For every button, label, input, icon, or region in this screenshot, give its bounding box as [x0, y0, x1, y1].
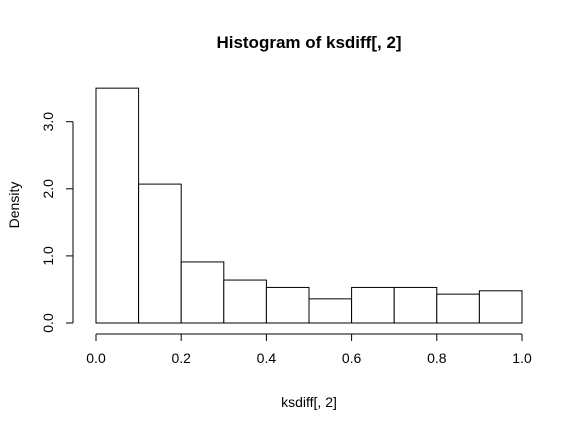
histogram-bar-2: [138, 183, 182, 324]
y-tick-label: 1.0: [40, 246, 56, 266]
histogram-bars: [95, 87, 523, 324]
x-tick-label: 0.8: [427, 350, 447, 366]
chart-title: Histogram of ksdiff[, 2]: [216, 33, 401, 52]
x-tick-label: 0.0: [86, 350, 106, 366]
y-tick-label: 2.0: [40, 179, 56, 199]
x-tick-label: 0.6: [342, 350, 362, 366]
x-tick-label: 0.2: [171, 350, 191, 366]
x-tick-label: 1.0: [512, 350, 532, 366]
y-tick-label: 0.0: [40, 313, 56, 333]
histogram-bar-9: [436, 293, 480, 324]
histogram-bar-3: [180, 261, 225, 324]
x-tick-label: 0.4: [257, 350, 277, 366]
y-axis-label: Density: [6, 182, 22, 229]
x-axis-label: ksdiff[, 2]: [281, 394, 337, 410]
histogram-bar-7: [351, 286, 395, 324]
y-axis: 0.0 1.0 2.0 3.0: [40, 112, 74, 333]
histogram-bar-10: [478, 290, 523, 324]
histogram-bar-8: [393, 286, 438, 324]
histogram-bar-4: [223, 279, 267, 324]
histogram-bar-5: [265, 286, 310, 324]
histogram-bar-6: [308, 298, 353, 324]
y-tick-label: 3.0: [40, 112, 56, 132]
histogram-bar-1: [95, 87, 140, 324]
x-axis: 0.0 0.2 0.4 0.6 0.8 1.0: [86, 333, 532, 366]
